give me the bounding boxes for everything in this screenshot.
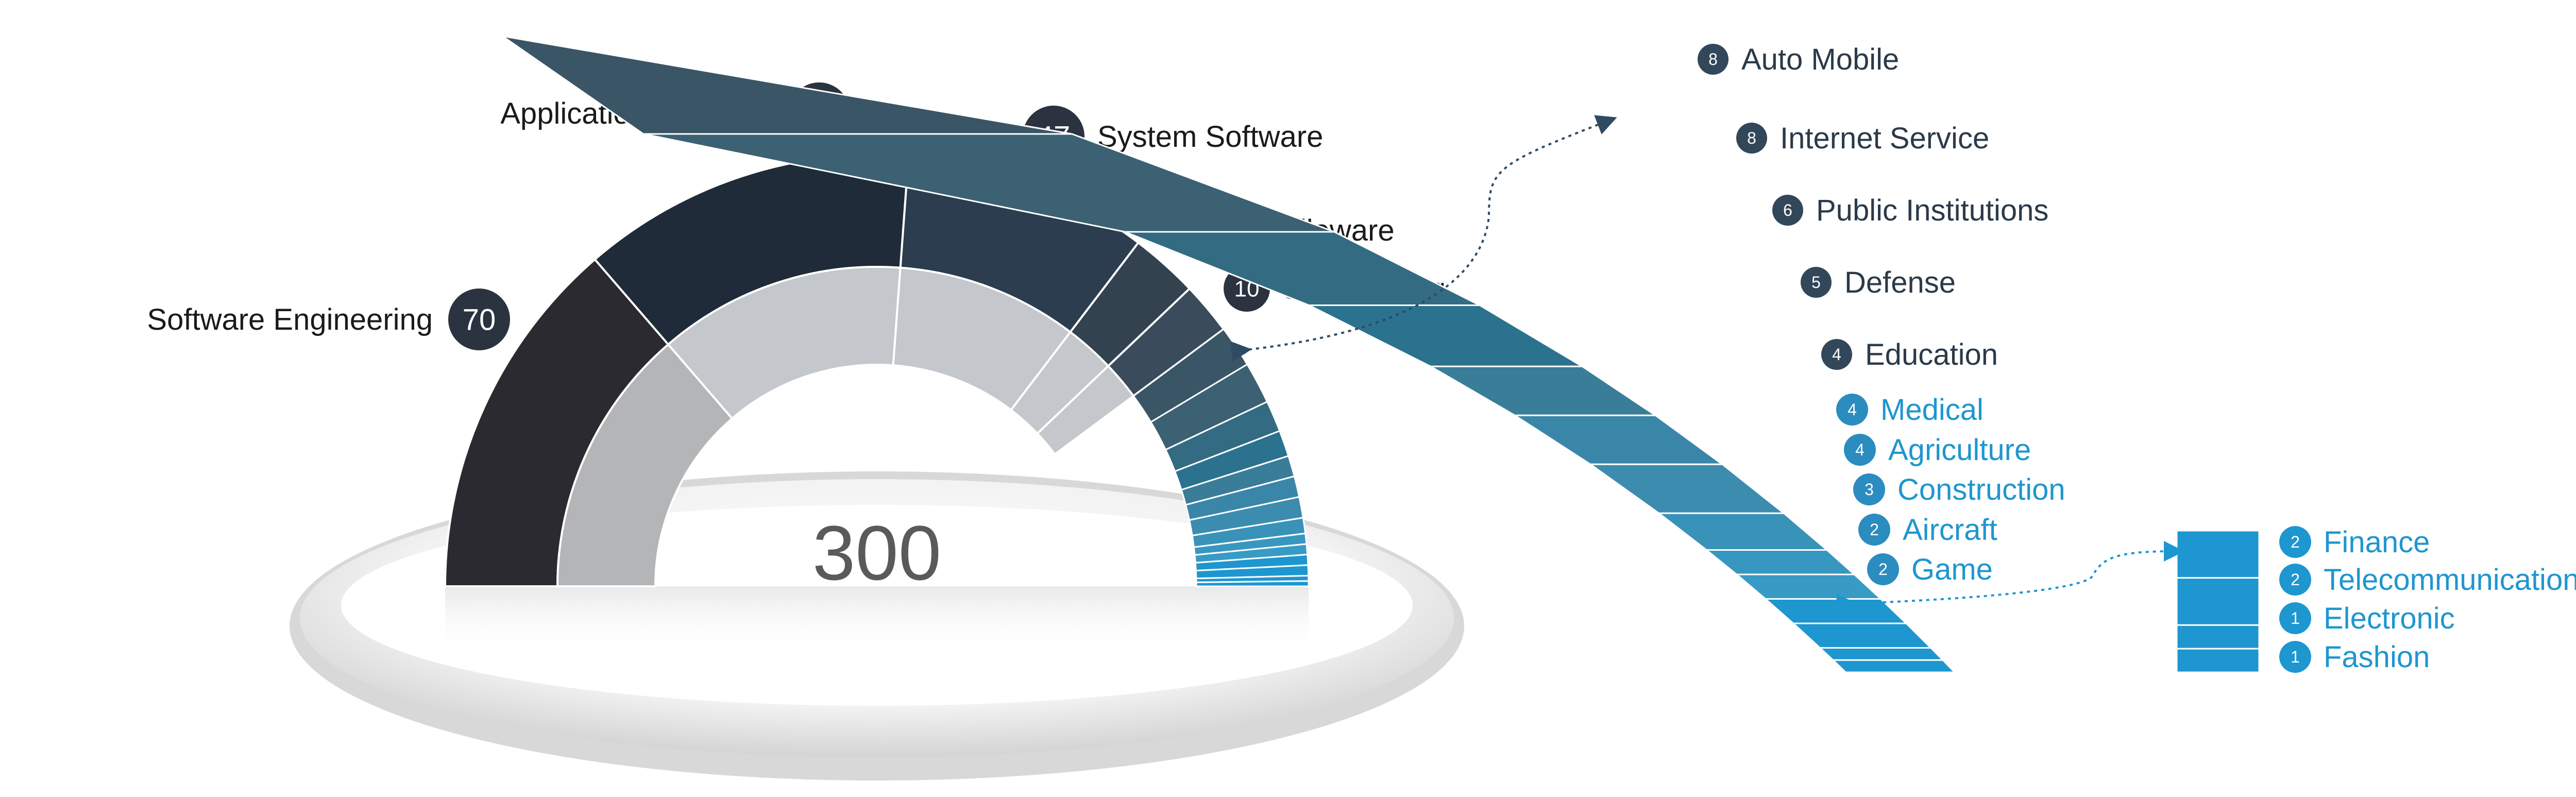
zoom-sector-game <box>1734 573 1883 600</box>
zoom2-label-electronic: 1 Electronic <box>2279 602 2455 635</box>
zoom-internet-service-badge <box>1736 123 1767 154</box>
zoom2-sector-finance <box>2176 530 2260 579</box>
zoom-label-auto-mobile: 8 Auto Mobile <box>1698 43 1899 76</box>
zoom-sector-telecommunication <box>1791 622 1933 649</box>
zoom-label-agriculture: 4 Agriculture <box>1844 433 2031 467</box>
connector-zoom-to-zoom2 <box>1836 541 2184 615</box>
zoom-public-institutions-badge <box>1772 195 1803 226</box>
zoom-label-defense: 5 Defense <box>1801 266 1956 299</box>
zoom2-telecommunication-badge <box>2279 564 2311 596</box>
zoom-education-value: 4 <box>1832 345 1841 364</box>
system-software-label: System Software <box>1097 120 1323 154</box>
zoom2-finance-label: Finance <box>2324 525 2430 559</box>
zoom-construction-value: 3 <box>1865 480 1874 499</box>
zoom-construction-label: Construction <box>1897 473 2065 506</box>
zoom-label-aircraft: 2 Aircraft <box>1858 513 1997 547</box>
zoom-agriculture-value: 4 <box>1855 440 1865 459</box>
connector-main-to-zoom <box>1230 115 1617 362</box>
zoom2-fashion-badge <box>2279 641 2311 673</box>
zoom-education-badge <box>1821 339 1852 370</box>
zoom-aircraft-badge <box>1858 514 1890 546</box>
zoom-auto-mobile-value: 8 <box>1708 50 1718 69</box>
zoom-auto-mobile-label: Auto Mobile <box>1741 43 1899 76</box>
zoom2-label-telecommunication: 2 Telecommunication <box>2279 563 2576 597</box>
zoom-education-label: Education <box>1865 338 1998 371</box>
zoom-sector-fashion <box>1831 659 1957 673</box>
zoom-sector-agriculture <box>1588 463 1786 514</box>
zoom-public-institutions-label: Public Institutions <box>1816 194 2048 227</box>
zoom-construction-badge <box>1853 473 1885 505</box>
zoom-medical-badge <box>1836 394 1868 426</box>
zoom-label-construction: 3 Construction <box>1853 473 2065 506</box>
zoom2-sector-fashion <box>2176 648 2260 673</box>
software-engineering-value: 70 <box>463 303 496 336</box>
zoom-agriculture-badge <box>1844 434 1876 466</box>
zoom2-finance-badge <box>2279 526 2311 558</box>
zoom-internet-service-value: 8 <box>1747 129 1756 147</box>
zoom2-fashion-value: 1 <box>2291 648 2300 666</box>
software-engineering-badge <box>448 289 510 350</box>
zoom-auto-mobile-badge <box>1698 44 1728 75</box>
zoom2-electronic-badge <box>2279 602 2311 634</box>
zoom2-label-fashion: 1 Fashion <box>2279 640 2430 674</box>
zoom-defense-label: Defense <box>1844 266 1956 299</box>
zoom2-sector-electronic <box>2176 624 2260 650</box>
zoom-agriculture-label: Agriculture <box>1888 433 2031 467</box>
zoom-public-institutions-value: 6 <box>1783 201 1792 219</box>
inner-sector-shipbuilding <box>1036 364 1135 456</box>
zoom-label-game: 2 Game <box>1867 553 1993 586</box>
zoom-game-label: Game <box>1911 553 1993 586</box>
zoom-sector-construction <box>1656 512 1829 551</box>
zoom-internet-service-label: Internet Service <box>1780 122 1989 155</box>
zoom2-telecommunication-label: Telecommunication <box>2324 563 2576 597</box>
zoom-sector-education <box>1428 365 1658 416</box>
zoom-sector-medical <box>1512 414 1725 465</box>
zoom-label-medical: 4 Medical <box>1836 393 1984 427</box>
zoom-game-value: 2 <box>1878 560 1888 579</box>
total-value: 300 <box>812 510 941 596</box>
zoom-defense-value: 5 <box>1811 273 1821 292</box>
sector-fashion <box>1195 580 1310 587</box>
ring-reflection <box>445 586 1309 653</box>
zoom2-sector-telecommunication <box>2176 577 2260 626</box>
zoom-aircraft-label: Aircraft <box>1903 513 1997 547</box>
outer-ring <box>444 154 1310 587</box>
zoom-medical-label: Medical <box>1880 393 1984 427</box>
software-engineering-label: Software Engineering <box>147 303 433 336</box>
zoom-sector-defense <box>1309 304 1585 367</box>
zoom2-electronic-value: 1 <box>2291 609 2300 628</box>
inner-ring <box>556 266 1135 587</box>
callout-software-engineering: 70 Software Engineering <box>147 289 510 350</box>
zoom2-electronic-label: Electronic <box>2324 602 2455 635</box>
zoom-label-education: 4 Education <box>1821 338 1998 371</box>
zoom-defense-badge <box>1801 267 1832 298</box>
zoom-sector-electronic <box>1818 647 1945 661</box>
zoom-medical-value: 4 <box>1848 400 1857 419</box>
zoom-label-internet-service: 8 Internet Service <box>1736 122 1989 155</box>
zoom-connectors <box>1230 115 2184 615</box>
zoom-aircraft-value: 2 <box>1870 520 1879 539</box>
zoom-bar-smallest-sectors: 2 Finance 2 Telecommunication 1 Electronic 1 Fa… <box>2176 525 2576 674</box>
zoom-sector-aircraft <box>1704 549 1857 575</box>
zoom2-telecommunication-value: 2 <box>2291 570 2300 589</box>
zoom2-fashion-label: Fashion <box>2324 640 2430 674</box>
zoom-label-public-institutions: 6 Public Institutions <box>1772 194 2048 227</box>
zoom2-finance-value: 2 <box>2291 533 2300 551</box>
zoom2-label-finance: 2 Finance <box>2279 525 2430 559</box>
